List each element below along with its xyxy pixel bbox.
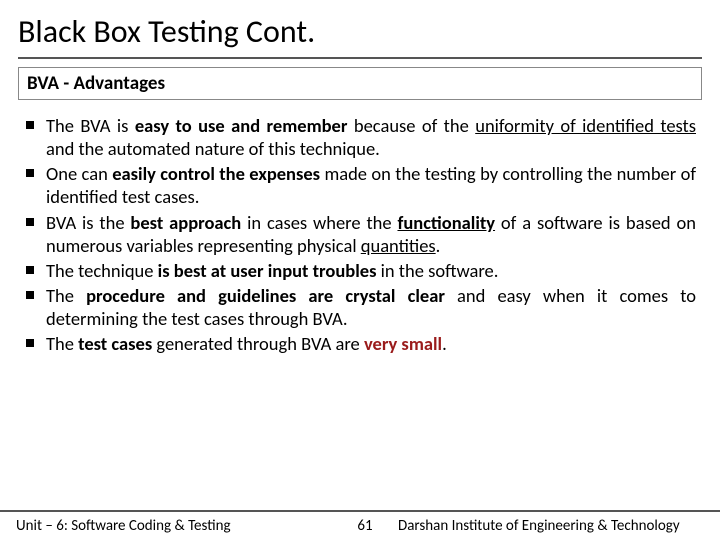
bullet-item: BVA is the best approach in cases where … [24, 211, 696, 257]
footer-page-number: 61 [340, 517, 390, 535]
footer: Unit – 6: Software Coding & Testing 61 D… [0, 510, 720, 540]
slide-title: Black Box Testing Cont. [18, 12, 702, 59]
bullet-item: The procedure and guidelines are crystal… [24, 284, 696, 330]
slide: Black Box Testing Cont. BVA - Advantages… [0, 0, 720, 540]
footer-institute: Darshan Institute of Engineering & Techn… [390, 517, 720, 535]
bullet-item: The technique is best at user input trou… [24, 259, 696, 282]
bullet-item: The test cases generated through BVA are… [24, 332, 696, 355]
slide-subtitle: BVA - Advantages [18, 67, 702, 100]
bullet-list: The BVA is easy to use and remember beca… [24, 114, 696, 355]
bullet-item: The BVA is easy to use and remember beca… [24, 114, 696, 160]
bullet-item: One can easily control the expenses made… [24, 162, 696, 208]
slide-content: The BVA is easy to use and remember beca… [18, 114, 702, 540]
footer-unit: Unit – 6: Software Coding & Testing [0, 517, 340, 535]
